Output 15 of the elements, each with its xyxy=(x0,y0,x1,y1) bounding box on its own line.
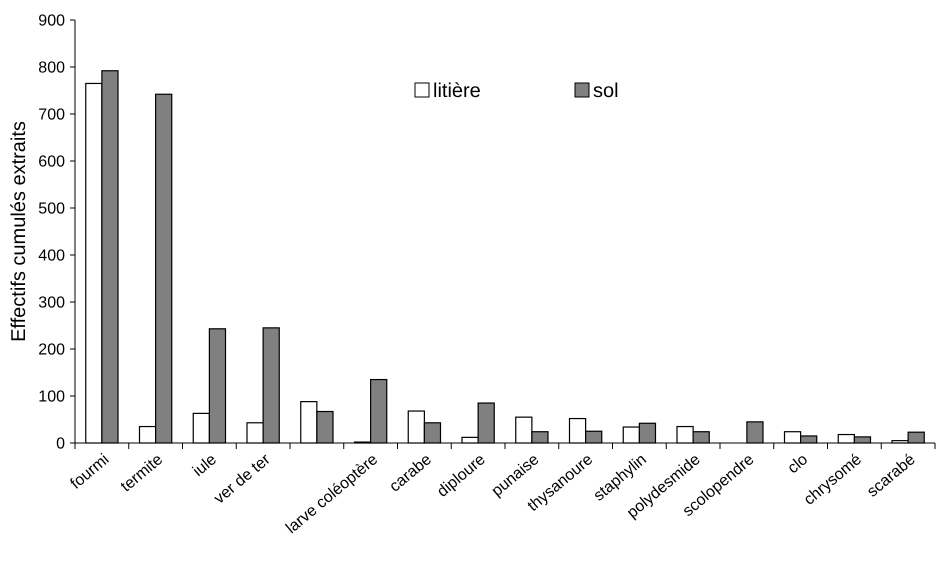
y-tick-label: 800 xyxy=(38,60,66,77)
y-tick-label: 900 xyxy=(38,12,66,30)
y-tick-label: 500 xyxy=(38,200,66,218)
y-tick-label: 200 xyxy=(38,342,66,359)
y-tick-label: 600 xyxy=(38,154,66,171)
y-tick-label: 700 xyxy=(38,106,66,124)
legend-label: litière xyxy=(433,80,481,102)
y-tick-label: 400 xyxy=(38,248,66,265)
legend-label: sol xyxy=(593,80,619,102)
y-axis-title: Effectifs cumulés extraits xyxy=(8,121,30,342)
x-tick-label: clo xyxy=(784,450,812,478)
x-tick-label: iule xyxy=(190,450,220,480)
y-tick-label: 300 xyxy=(38,294,66,312)
y-tick-label: 100 xyxy=(38,388,66,406)
y-tick-label: 0 xyxy=(56,436,66,453)
